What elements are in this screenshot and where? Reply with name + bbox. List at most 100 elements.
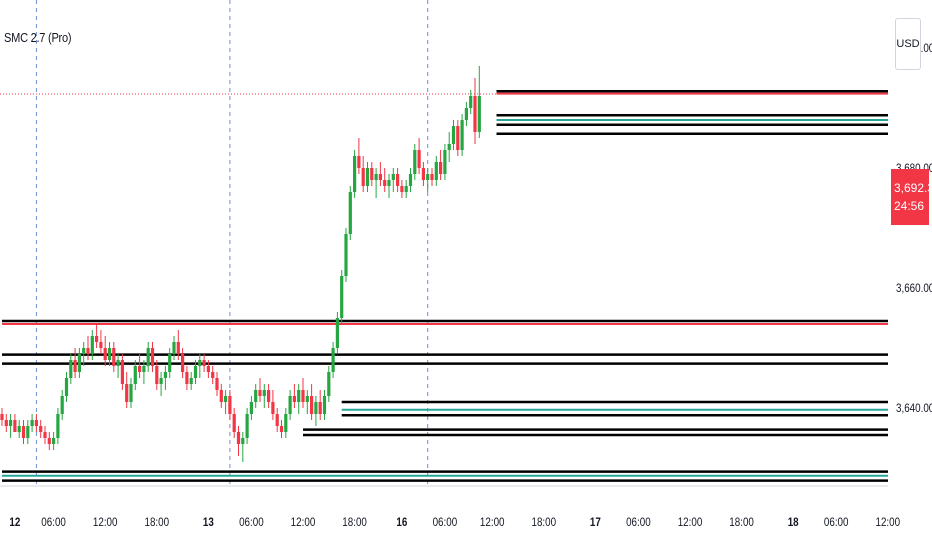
indicator-title[interactable]: SMC 2.7 (Pro) — [4, 30, 72, 45]
candle-110 — [473, 78, 477, 144]
candle-body — [181, 354, 185, 372]
candle-100 — [430, 168, 434, 186]
candle-64 — [275, 408, 279, 432]
candle-87 — [374, 168, 378, 198]
candle-51 — [219, 384, 223, 408]
candle-17 — [73, 348, 77, 378]
candle-55 — [236, 426, 241, 456]
candle-body — [374, 174, 378, 180]
candle-49 — [211, 366, 215, 384]
candle-72 — [310, 384, 314, 420]
candle-90 — [387, 174, 391, 198]
candle-body — [245, 414, 249, 438]
candle-body — [417, 150, 421, 168]
candle-22 — [95, 324, 99, 348]
candle-63 — [271, 390, 275, 420]
candle-95 — [408, 168, 413, 192]
candle-body — [90, 336, 94, 354]
candle-81 — [348, 186, 352, 240]
x-tick-label-16: 18 — [788, 516, 799, 529]
candle-body — [460, 120, 464, 150]
candle-body — [305, 396, 309, 402]
candle-101 — [434, 156, 438, 186]
candle-body — [189, 378, 193, 384]
candle-body — [322, 396, 327, 414]
candle-body — [391, 174, 395, 180]
candle-13 — [56, 408, 60, 444]
candle-35 — [150, 342, 155, 372]
candle-body — [116, 360, 120, 366]
candle-7 — [30, 414, 34, 432]
candle-42 — [181, 348, 185, 378]
candle-1 — [4, 414, 8, 432]
candle-89 — [383, 168, 387, 192]
candle-68 — [292, 384, 296, 408]
candle-body — [447, 144, 451, 150]
candle-body — [39, 426, 43, 432]
y-axis-ticks: 3,700.003,680.003,660.003,640.00 — [896, 42, 932, 415]
candle-104 — [447, 132, 451, 162]
candle-body — [451, 126, 456, 144]
x-tick-label-14: 12:00 — [678, 516, 703, 529]
x-axis-ticks: 12 06:00 12:00 18:00 13 06:00 12:00 18:00 16 06:0… — [9, 516, 900, 529]
candle-body — [9, 420, 13, 426]
candle-body — [155, 366, 159, 384]
candle-body — [82, 348, 86, 354]
session-lines — [35, 0, 429, 486]
candle-69 — [297, 384, 301, 414]
x-tick-label-5: 06:00 — [239, 516, 264, 529]
candle-body — [21, 426, 26, 438]
candle-body — [400, 186, 404, 192]
candle-15 — [64, 372, 69, 402]
x-tick-label-3: 18:00 — [144, 516, 169, 529]
candle-98 — [421, 162, 425, 186]
candle-body — [202, 360, 206, 366]
candle-body — [421, 168, 425, 180]
candle-57 — [245, 408, 249, 444]
x-tick-label-13: 06:00 — [626, 516, 651, 529]
candle-body — [13, 420, 17, 432]
currency-button[interactable]: USD — [895, 18, 921, 70]
x-tick-label-11: 18:00 — [531, 516, 556, 529]
candle-body — [43, 432, 47, 438]
candle-body — [17, 426, 21, 432]
candle-73 — [314, 396, 318, 426]
candle-76 — [327, 366, 331, 402]
candle-body — [340, 276, 344, 318]
candle-body — [292, 396, 296, 402]
candle-body — [404, 186, 408, 192]
candle-45 — [193, 360, 198, 384]
candle-84 — [361, 156, 365, 192]
candle-103 — [443, 144, 447, 180]
candle-74 — [318, 390, 322, 420]
candle-0 — [0, 408, 4, 426]
candle-body — [236, 432, 241, 444]
candle-26 — [112, 342, 116, 372]
candle-65 — [279, 420, 284, 438]
last-price-tag: 3,692.33 24:56 — [891, 169, 932, 225]
candle-20 — [86, 336, 90, 360]
candle-75 — [322, 390, 327, 420]
candle-body — [284, 414, 288, 432]
candle-9 — [39, 420, 43, 438]
candle-59 — [254, 384, 258, 408]
candle-106 — [456, 120, 460, 156]
candle-body — [103, 348, 107, 360]
candle-31 — [133, 360, 137, 390]
candle-body — [30, 420, 34, 426]
candle-body — [211, 372, 215, 378]
candle-82 — [353, 150, 357, 198]
candle-47 — [202, 354, 206, 372]
candle-body — [60, 396, 64, 414]
candle-3 — [13, 414, 17, 432]
candle-body — [443, 150, 447, 174]
candle-32 — [138, 354, 142, 378]
candle-body — [473, 96, 477, 132]
candle-body — [73, 360, 77, 372]
candle-body — [456, 126, 460, 150]
candle-67 — [288, 390, 292, 420]
candle-body — [120, 360, 124, 384]
candle-88 — [378, 162, 382, 186]
candle-62 — [267, 384, 271, 408]
